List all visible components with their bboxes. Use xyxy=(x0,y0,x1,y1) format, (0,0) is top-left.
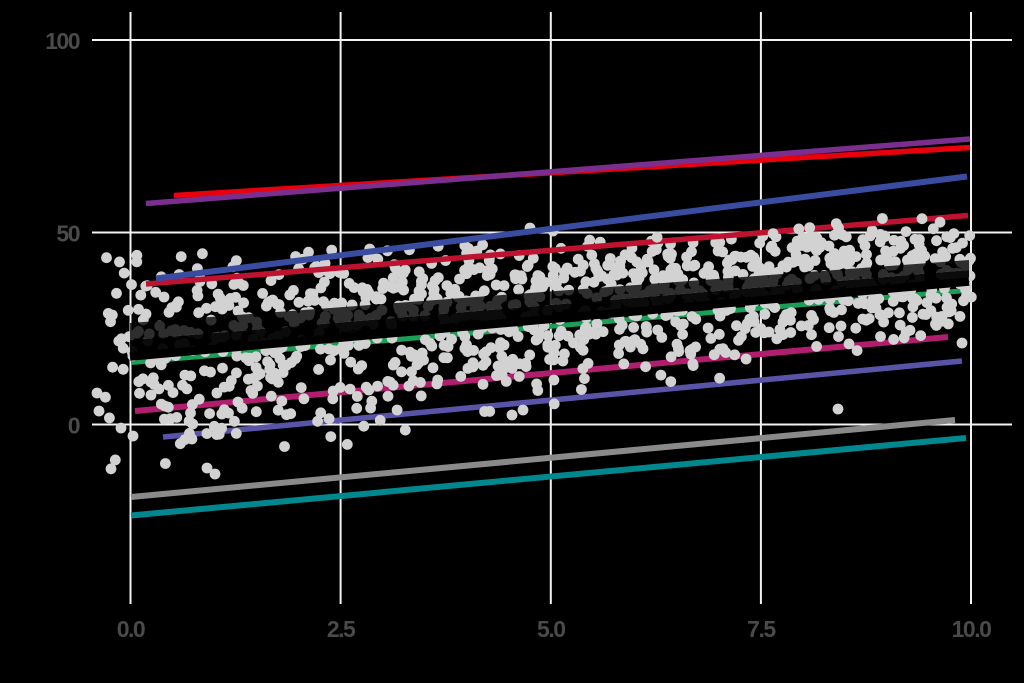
svg-text:10.0: 10.0 xyxy=(952,616,991,642)
svg-text:0.0: 0.0 xyxy=(117,616,145,642)
svg-text:5.0: 5.0 xyxy=(537,616,565,642)
svg-text:0: 0 xyxy=(68,412,80,438)
svg-text:7.5: 7.5 xyxy=(747,616,776,642)
svg-text:50: 50 xyxy=(56,220,79,246)
svg-text:2.5: 2.5 xyxy=(327,616,356,642)
svg-text:100: 100 xyxy=(45,28,80,54)
